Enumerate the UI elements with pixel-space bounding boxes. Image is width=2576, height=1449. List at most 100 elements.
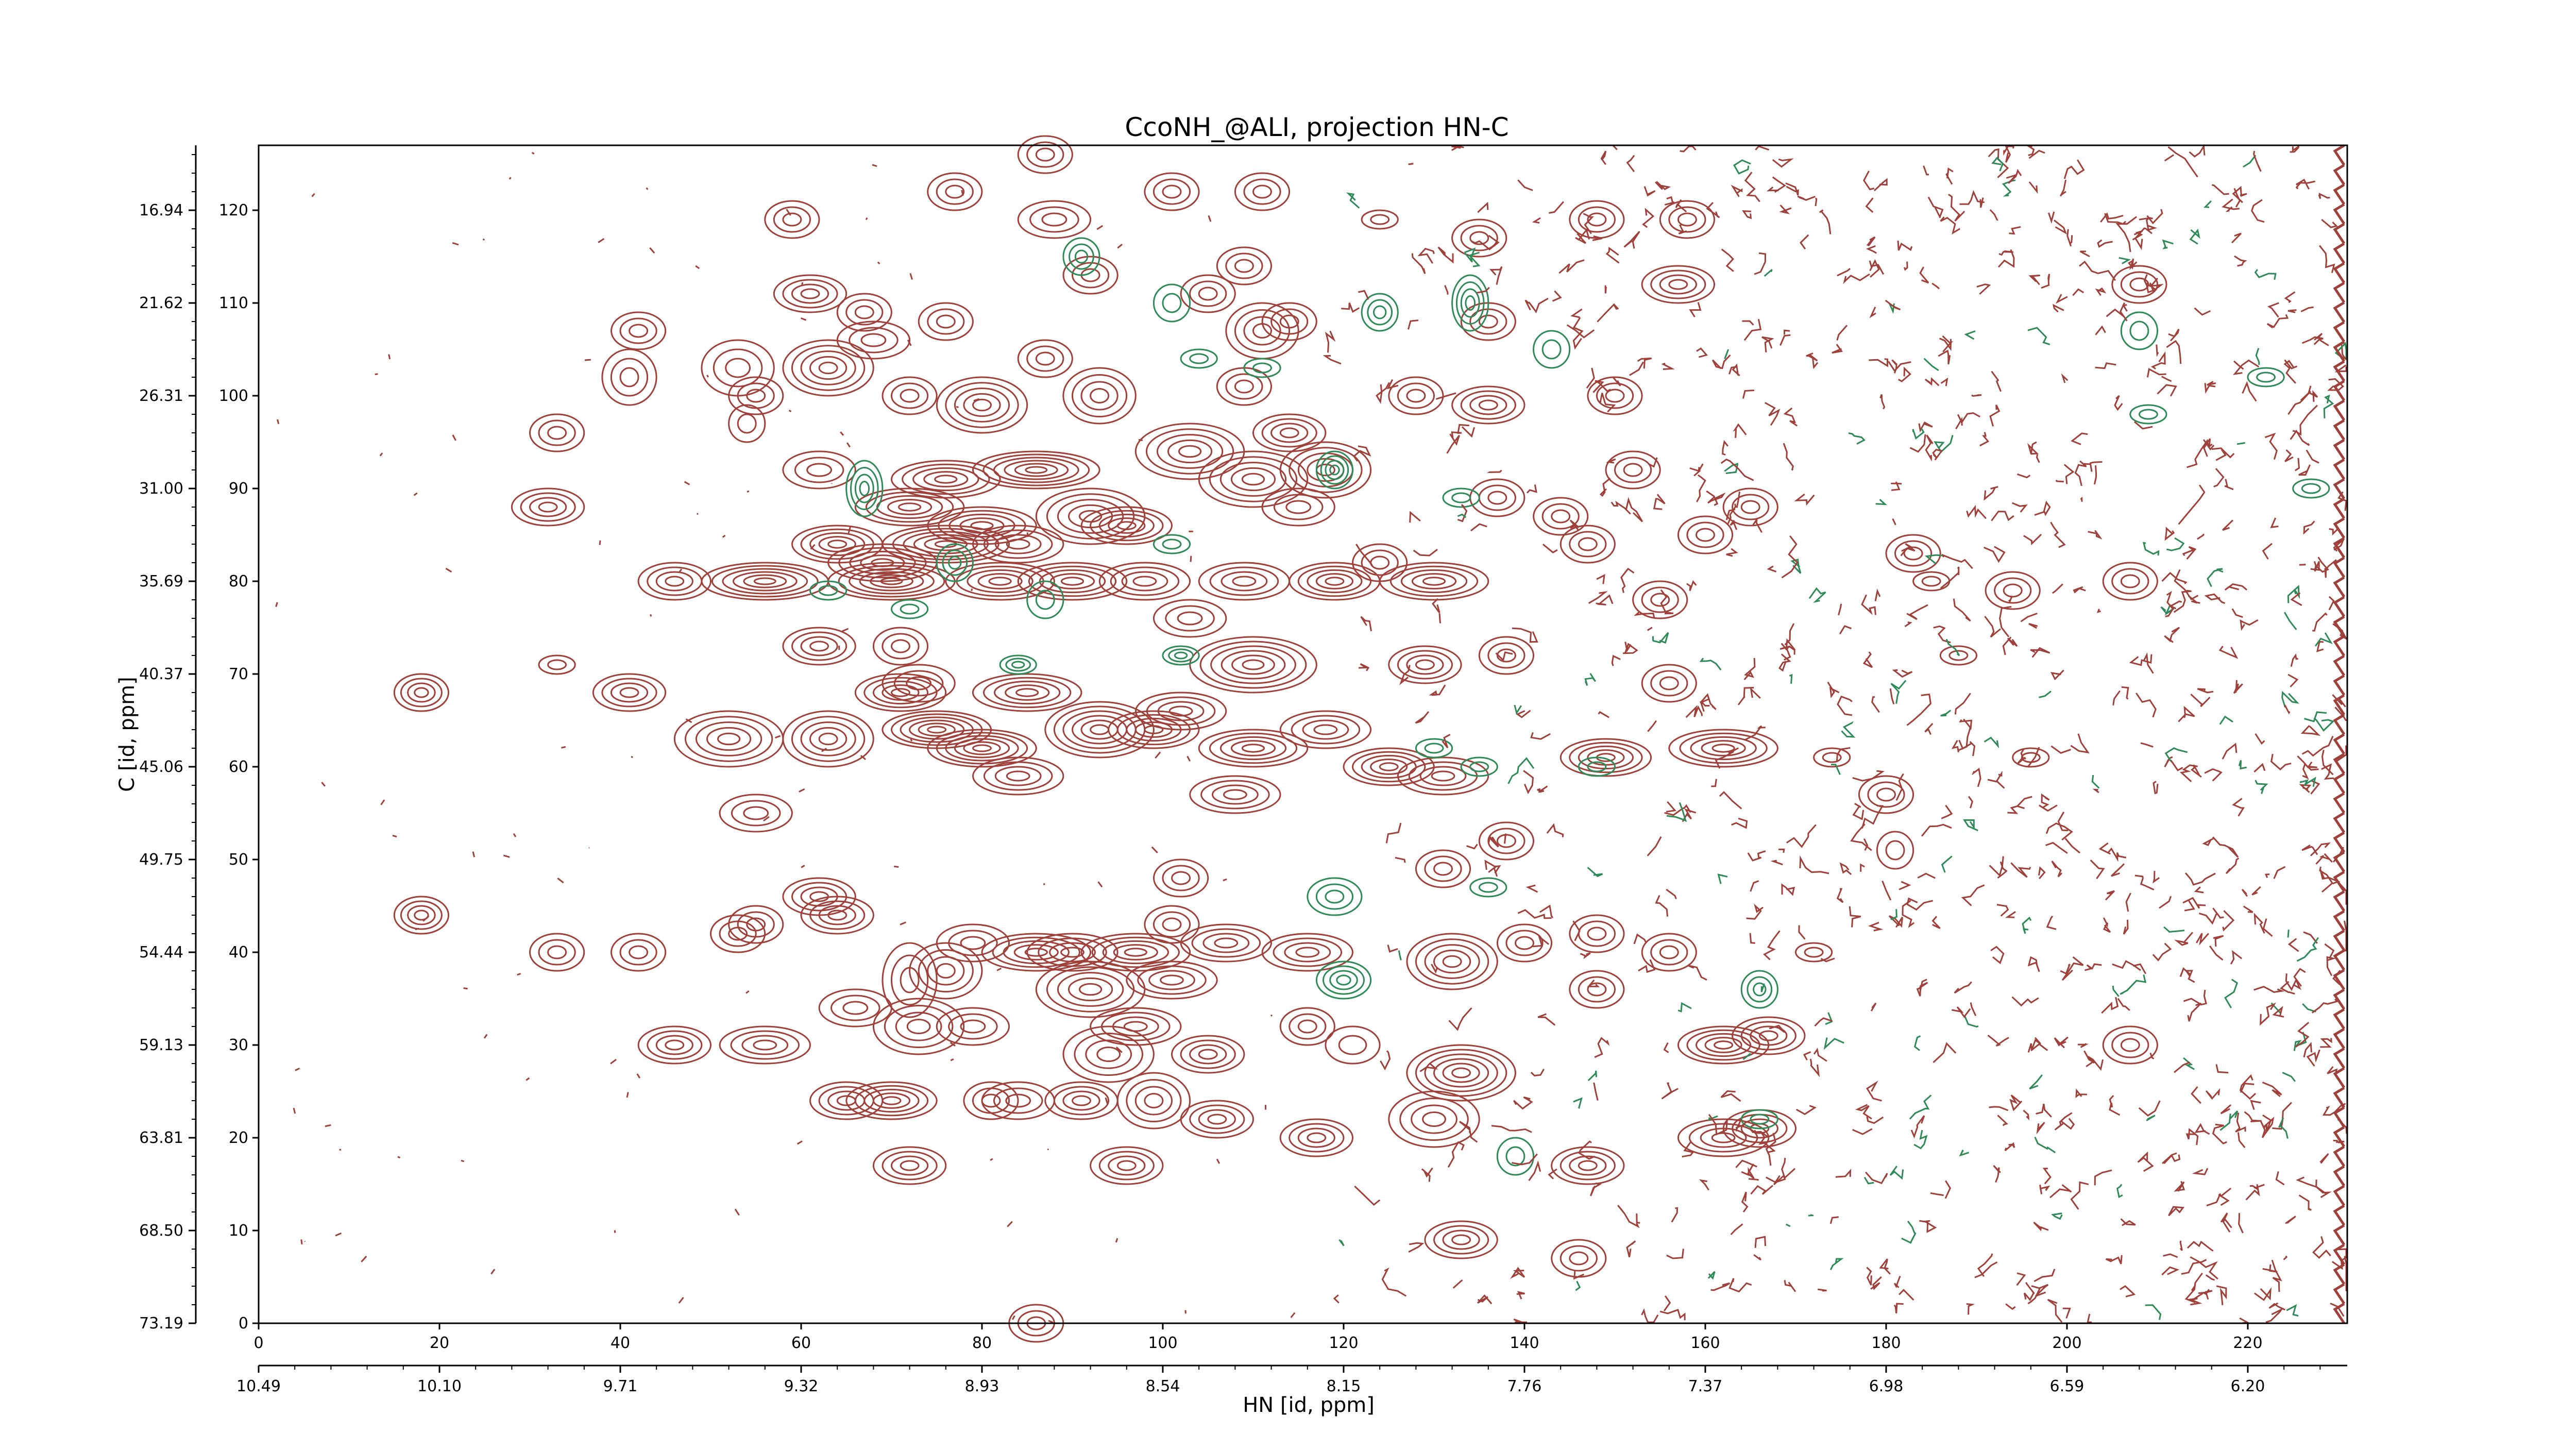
positive-peak-level <box>1035 147 1055 162</box>
positive-peak-17 <box>728 404 766 443</box>
positive-peak-level <box>529 497 567 517</box>
positive-peak-143 <box>1587 376 1643 415</box>
positive-peak-level <box>1126 1079 1182 1122</box>
edge-contour <box>2333 910 2346 932</box>
noise-contour <box>1587 979 1600 987</box>
noise-contour <box>2212 836 2239 858</box>
noise-contour <box>1270 1014 1273 1017</box>
noise-contour <box>2137 1151 2154 1172</box>
noise-contour <box>1966 504 1987 519</box>
noise-contour <box>1642 208 1655 228</box>
positive-peak-level <box>1132 576 1157 587</box>
positive-peak-106 <box>1234 172 1291 211</box>
noise-contour <box>2071 432 2088 445</box>
positive-peak-level <box>1307 569 1363 594</box>
noise-contour <box>2249 1184 2265 1190</box>
noise-contour <box>2300 306 2314 312</box>
positive-peak-level <box>972 398 992 412</box>
y-ppm-tick-label: 45.06 <box>139 758 183 776</box>
positive-peak-89 <box>1134 692 1227 731</box>
noise-contour <box>2140 742 2154 748</box>
negative-peak-level <box>1307 877 1363 916</box>
positive-peak-level <box>1079 510 1103 523</box>
positive-peak-level <box>1279 441 1372 499</box>
noise-contour <box>1909 1094 1932 1120</box>
noise-contour <box>1530 1068 1545 1076</box>
positive-peak-level <box>1085 1039 1132 1069</box>
negative-peak-13 <box>1361 293 1399 332</box>
positive-peak-level <box>1400 569 1468 594</box>
positive-peak-162 <box>2111 265 2167 304</box>
positive-peak-level <box>1389 565 1479 597</box>
positive-peak-level <box>972 673 1082 712</box>
positive-peak-level <box>1701 740 1746 756</box>
noise-contour <box>1893 1303 1904 1313</box>
positive-peak-level <box>1028 565 1117 597</box>
noise-contour <box>2169 600 2182 610</box>
positive-peak-level <box>1049 942 1096 963</box>
noise-contour <box>1572 317 1584 350</box>
y-tick-label: 40 <box>229 943 248 962</box>
positive-peak-level <box>1313 724 1338 735</box>
noise-contour <box>1803 1051 1811 1060</box>
noise-contour <box>2243 905 2253 913</box>
positive-peak-level <box>1038 937 1107 967</box>
noise-contour <box>1660 589 1674 615</box>
noise-contour <box>1832 344 1843 354</box>
noise-contour <box>1898 366 1911 382</box>
noise-contour <box>2082 463 2093 472</box>
positive-peak-level <box>782 212 802 227</box>
x-ppm-tick-label: 6.20 <box>2231 1377 2265 1395</box>
noise-contour <box>2222 519 2233 531</box>
positive-peak-level <box>845 1081 938 1120</box>
positive-peak-level <box>1297 565 1372 597</box>
positive-peak-121 <box>1379 562 1489 601</box>
noise-contour <box>1444 285 1449 295</box>
noise-contour <box>1815 197 1818 207</box>
noise-contour <box>1930 1192 1944 1197</box>
noise-contour <box>1829 1216 1839 1224</box>
noise-contour <box>598 238 605 243</box>
positive-peak-level <box>791 716 866 762</box>
noise-contour <box>2028 149 2045 159</box>
positive-peak-level <box>1101 1012 1171 1041</box>
noise-contour <box>2027 747 2040 768</box>
noise-contour <box>2055 479 2064 483</box>
noise-contour <box>1763 930 1781 961</box>
negative-peak-level <box>1578 756 1616 777</box>
positive-peak-88 <box>1153 599 1227 638</box>
noise-contour <box>1913 1035 1921 1051</box>
positive-peak-2 <box>393 896 450 935</box>
noise-contour <box>2302 763 2319 780</box>
noise-contour <box>1419 1062 1438 1072</box>
noise-contour <box>1155 751 1161 759</box>
noise-contour <box>2074 460 2087 486</box>
noise-contour <box>1733 423 1747 438</box>
positive-peak-level <box>782 339 874 397</box>
noise-contour <box>1341 302 1360 313</box>
positive-peak-level <box>1108 1155 1146 1176</box>
noise-contour <box>1999 605 2012 637</box>
negative-peak-level <box>1162 645 1200 666</box>
noise-contour <box>2159 896 2172 909</box>
x-ppm-axis: 10.49 10.10 9.71 9.32 8.93 8.54 8.15 7.76 7.37 6.… <box>236 1366 2321 1395</box>
noise-contour <box>2060 1118 2075 1130</box>
positive-peak-level <box>863 677 938 709</box>
noise-contour <box>1879 1258 1891 1275</box>
positive-peak-level <box>1587 926 1607 941</box>
negative-peak-level <box>1451 274 1489 332</box>
noise-contour <box>2295 181 2302 190</box>
noise-contour <box>2239 1074 2257 1100</box>
positive-peak-level <box>1388 1090 1480 1148</box>
noise-contour <box>1711 354 1731 369</box>
noise-contour <box>2027 441 2039 455</box>
positive-peak-level <box>728 376 784 415</box>
edge-contour <box>2333 242 2346 264</box>
noise-contour <box>1795 1105 1817 1115</box>
positive-peak-level <box>854 305 874 319</box>
noise-contour <box>1643 186 1656 197</box>
positive-peak-level <box>982 453 1090 486</box>
positive-peak-level <box>882 1096 902 1105</box>
positive-peak-level <box>1234 379 1254 394</box>
positive-peak-level <box>1180 1039 1236 1069</box>
